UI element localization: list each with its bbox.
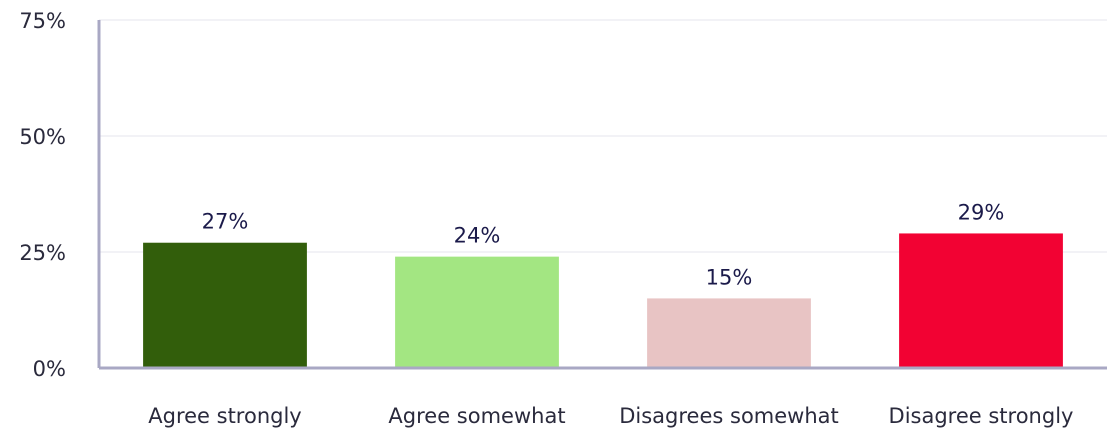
- bar: [395, 256, 559, 367]
- x-category-label: Disagrees somewhat: [619, 404, 839, 428]
- bars: [143, 233, 1063, 367]
- y-axis-tick-labels: 0% 25% 50% 75%: [19, 9, 66, 381]
- axes: [97, 20, 1107, 370]
- data-label: 24%: [454, 224, 501, 248]
- y-tick-label: 0%: [33, 357, 66, 381]
- bar: [899, 233, 1063, 367]
- bar: [647, 298, 811, 367]
- data-label: 15%: [706, 265, 753, 289]
- y-tick-label: 75%: [19, 9, 66, 33]
- bar: [143, 242, 307, 367]
- y-tick-label: 50%: [19, 125, 66, 149]
- x-axis-category-labels: Agree strongly Agree somewhat Disagrees so…: [148, 404, 1073, 428]
- grid-lines: [99, 19, 1107, 253]
- data-label: 27%: [202, 210, 249, 234]
- data-labels: 27% 24% 15% 29%: [202, 200, 1005, 289]
- y-tick-label: 25%: [19, 241, 66, 265]
- x-category-label: Agree strongly: [148, 404, 301, 428]
- data-label: 29%: [958, 200, 1005, 224]
- x-category-label: Disagree strongly: [889, 404, 1074, 428]
- x-category-label: Agree somewhat: [388, 404, 565, 428]
